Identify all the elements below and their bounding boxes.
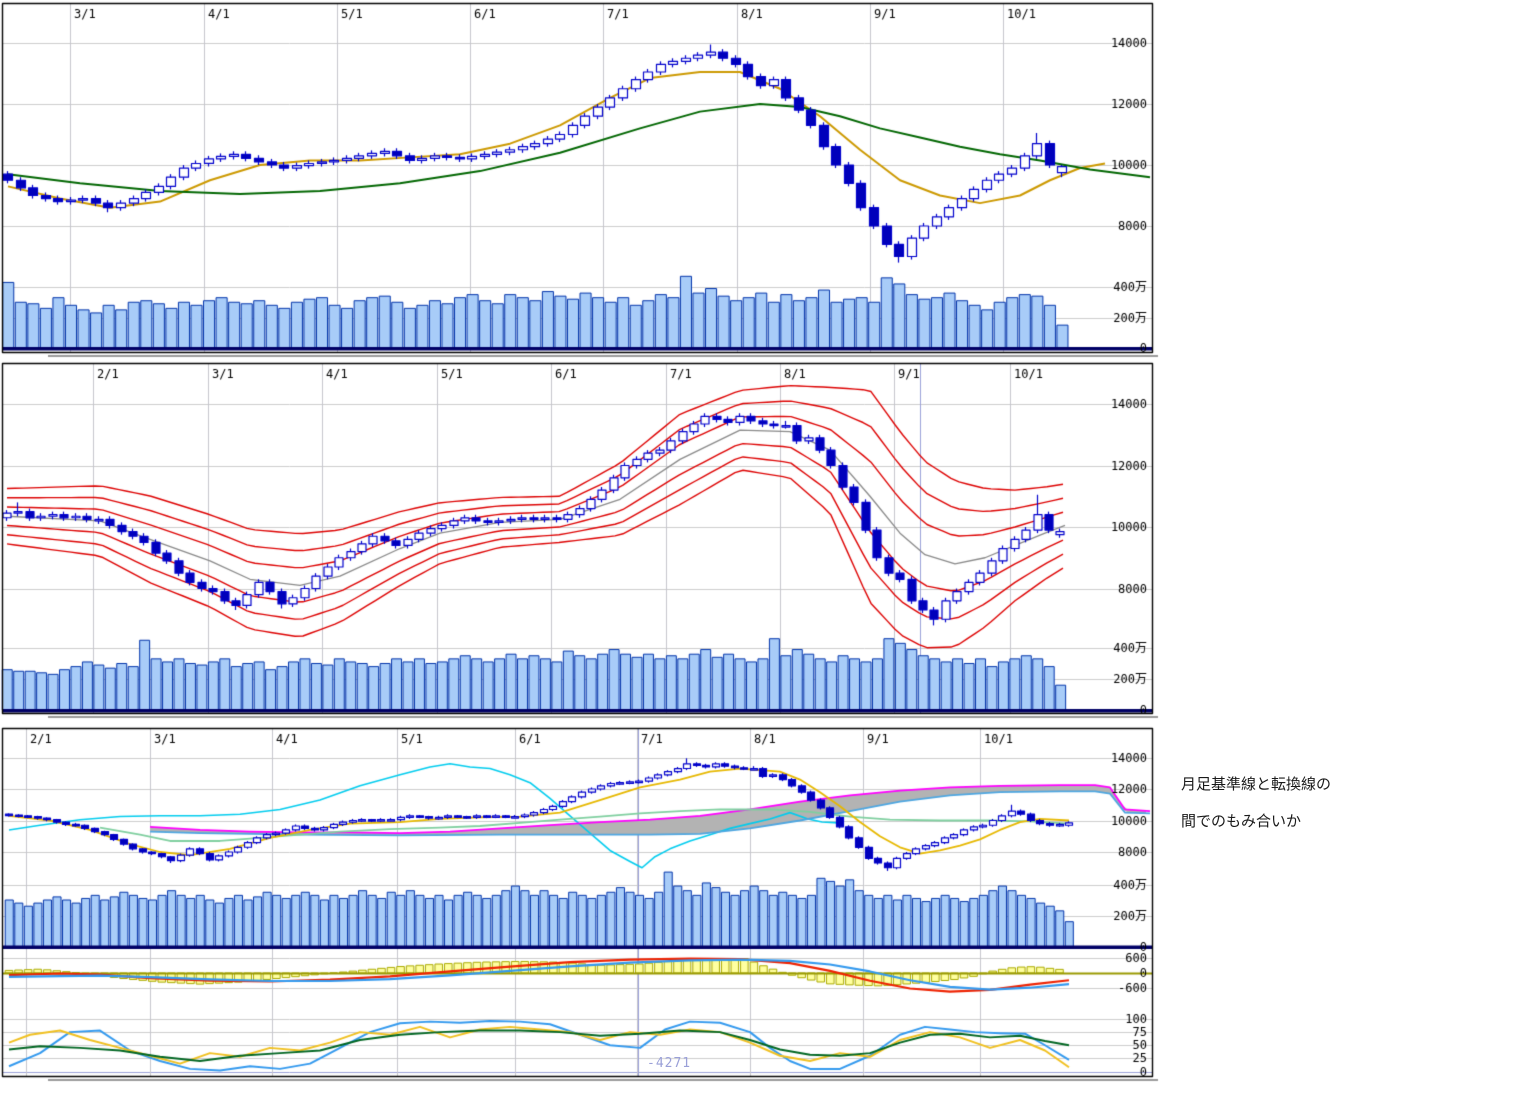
annotation-line-1: 月足基準線と転換線の [1181, 775, 1332, 793]
crosshair-value-label: -4271 [647, 1056, 692, 1071]
annotation-line-2: 間でのもみ合いか [1181, 812, 1302, 830]
chart-annotation: 月足基準線と転換線の 間でのもみ合いか [1181, 772, 1331, 846]
